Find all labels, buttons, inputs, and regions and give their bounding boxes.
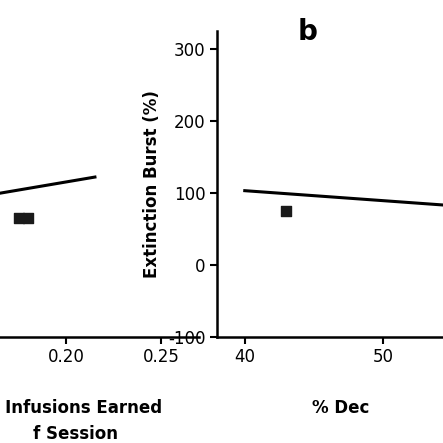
- Text: b: b: [298, 18, 318, 46]
- Point: [16, 214, 23, 222]
- Text: e Infusions Earned: e Infusions Earned: [0, 399, 163, 417]
- Text: f Session: f Session: [33, 425, 118, 443]
- Point: [25, 214, 32, 222]
- Point: [283, 207, 290, 214]
- Y-axis label: Extinction Burst (%): Extinction Burst (%): [143, 90, 161, 278]
- Text: % Dec: % Dec: [312, 399, 370, 417]
